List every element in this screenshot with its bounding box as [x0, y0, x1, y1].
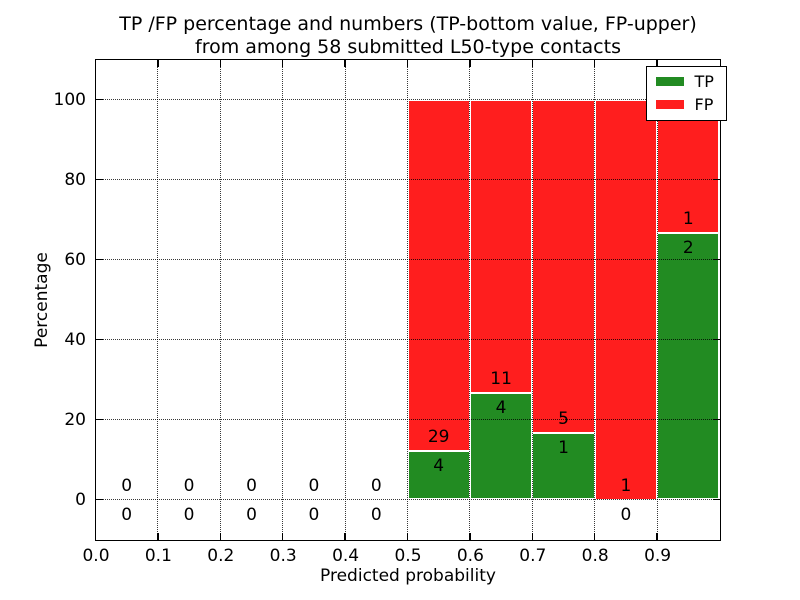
gridline-vertical	[157, 59, 159, 540]
y-tick-label: 20	[64, 410, 86, 430]
x-tick-mark-top	[656, 59, 658, 67]
bar-count-label-fp: 0	[308, 475, 320, 496]
x-tick-mark-top	[469, 59, 471, 67]
bar-count-label-tp: 1	[558, 437, 569, 458]
bar-count-label-tp: 0	[308, 504, 320, 525]
x-tick-mark-top	[344, 59, 346, 67]
x-tick-mark-top	[157, 59, 159, 67]
gridline-vertical	[407, 59, 408, 540]
bar-count-label-tp: 0	[246, 504, 257, 525]
y-tick-label: 0	[75, 490, 86, 510]
legend: TP FP	[645, 65, 727, 121]
bar-segment-tp	[469, 392, 533, 500]
y-tick-mark-right	[712, 418, 720, 421]
gridline-vertical	[282, 59, 284, 540]
x-tick-mark-top	[531, 59, 534, 67]
bar-count-label-tp: 4	[495, 397, 507, 418]
gridline-vertical	[594, 59, 596, 540]
x-tick-label: 0.3	[269, 546, 297, 566]
y-tick-mark-right	[712, 338, 720, 341]
x-tick-mark-top	[219, 59, 222, 67]
x-tick-mark	[157, 532, 159, 540]
bar-segment-fp	[469, 99, 533, 393]
bar-count-label-tp: 0	[183, 504, 195, 525]
x-axis-label: Predicted probability	[320, 566, 496, 586]
chart-title-line-2: from among 58 submitted L50-type contact…	[195, 36, 621, 58]
bar-count-label-fp: 0	[370, 475, 382, 496]
bar-count-label-fp: 1	[682, 208, 694, 229]
x-tick-label: 0.5	[394, 546, 422, 566]
bar-segment-fp	[407, 99, 470, 452]
y-tick-label: 60	[64, 250, 86, 270]
x-tick-mark	[406, 532, 409, 540]
y-tick-mark	[95, 338, 103, 341]
y-tick-mark	[95, 258, 103, 261]
y-tick-mark	[95, 498, 103, 501]
bar-count-label-tp: 4	[433, 456, 445, 477]
x-tick-mark	[281, 532, 284, 540]
gridline-vertical	[219, 59, 221, 540]
legend-item-tp: TP	[655, 71, 714, 91]
x-tick-mark	[593, 532, 596, 540]
bar-count-label-tp: 0	[370, 504, 382, 525]
x-tick-label: 0.6	[456, 546, 484, 566]
x-tick-mark-top	[593, 59, 596, 67]
legend-swatch-tp	[655, 77, 684, 86]
y-tick-label: 80	[64, 170, 86, 190]
x-tick-label: 0.0	[82, 546, 110, 566]
bar-segment-fp	[594, 99, 658, 500]
x-tick-label: 0.2	[207, 546, 235, 566]
y-tick-mark-right	[712, 498, 720, 501]
x-tick-label: 0.8	[581, 546, 609, 566]
bar-count-label-fp: 5	[558, 408, 569, 429]
plot-area: TP FP 0 0 0 0 0 0 0 0 0 0 29 4 11 4 5 1 1 0 1 2	[94, 58, 727, 541]
chart-title-line-1: TP /FP percentage and numbers (TP-bottom…	[119, 13, 697, 35]
gridline-vertical	[531, 59, 533, 540]
bar-count-label-fp: 29	[427, 427, 450, 448]
x-tick-mark	[219, 532, 222, 540]
x-tick-mark-top	[406, 59, 409, 67]
y-tick-mark	[95, 418, 103, 421]
bar-count-label-tp: 0	[121, 504, 133, 525]
bar-segment-tp	[407, 451, 470, 500]
bar-count-label-fp: 0	[183, 475, 195, 496]
bar-count-label-fp: 0	[121, 475, 133, 496]
y-tick-mark-right	[712, 258, 720, 261]
x-tick-mark-top	[281, 59, 284, 67]
x-tick-mark-top	[94, 59, 97, 67]
x-tick-label: 0.4	[332, 546, 360, 566]
bar-count-label-fp: 0	[246, 475, 257, 496]
legend-swatch-fp	[655, 100, 684, 109]
bar-segment-tp	[532, 432, 595, 500]
x-tick-label: 0.1	[144, 546, 172, 566]
y-tick-mark	[95, 98, 103, 101]
bar-segment-tp	[657, 232, 720, 500]
gridline-vertical	[344, 59, 346, 540]
bar-count-label-fp: 1	[620, 475, 632, 496]
y-tick-mark-right	[712, 178, 720, 181]
bar-count-label-fp: 11	[490, 368, 512, 389]
gridline-vertical	[469, 59, 471, 540]
x-tick-mark	[344, 532, 346, 540]
bar-segment-fp	[532, 99, 595, 433]
x-tick-mark	[531, 532, 534, 540]
gridline-vertical	[656, 59, 658, 540]
x-tick-mark	[469, 532, 471, 540]
legend-label-tp: TP	[694, 71, 714, 91]
x-tick-label: 0.7	[519, 546, 547, 566]
y-tick-mark	[95, 178, 103, 181]
bar-count-label-tp: 0	[620, 504, 632, 525]
y-tick-label: 40	[64, 330, 86, 350]
legend-label-fp: FP	[694, 94, 714, 114]
x-tick-mark	[656, 532, 658, 540]
legend-item-fp: FP	[655, 94, 714, 114]
x-tick-mark	[94, 532, 97, 540]
y-tick-label: 100	[53, 90, 86, 110]
bar-count-label-tp: 2	[682, 237, 694, 258]
x-tick-label: 0.9	[644, 546, 672, 566]
